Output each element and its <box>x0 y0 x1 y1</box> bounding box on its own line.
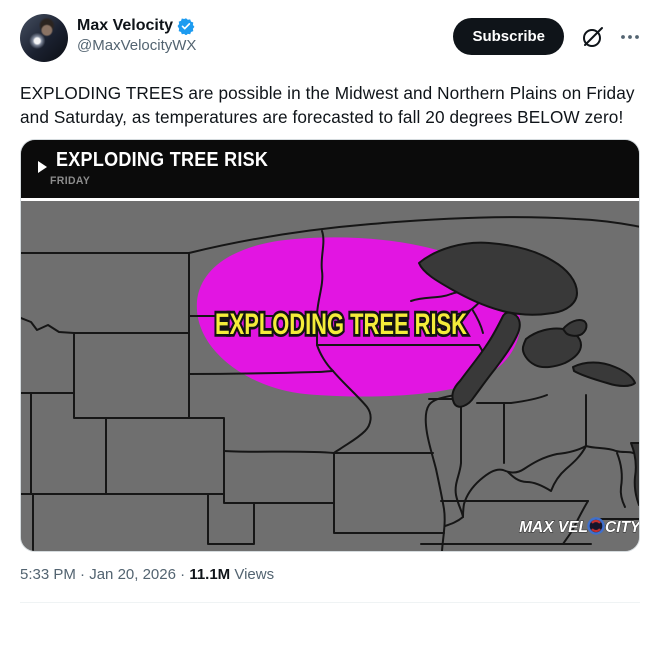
user-handle[interactable]: @MaxVelocityWX <box>77 37 197 54</box>
map-title-bar: EXPLODING TREE RISK FRIDAY <box>21 140 639 198</box>
map-subtitle: FRIDAY <box>50 175 91 187</box>
views-separator: · <box>180 566 186 583</box>
watermark: MAX VEL CITY <box>519 517 640 536</box>
georgian-bay <box>562 319 588 337</box>
bottom-divider <box>20 602 640 603</box>
play-triangle-icon <box>38 161 47 173</box>
tweet-post: Max Velocity @MaxVelocityWX Subscribe <box>20 14 640 603</box>
lake-erie <box>572 361 636 387</box>
author-block: Max Velocity @MaxVelocityWX <box>77 14 196 54</box>
watermark-logo-icon <box>587 517 605 535</box>
watermark-text-right: CITY <box>605 519 640 536</box>
timestamp[interactable]: 5:33 PM · Jan 20, 2026 <box>20 566 176 583</box>
lake-michigan <box>451 311 521 408</box>
grok-icon[interactable] <box>580 25 604 49</box>
display-name[interactable]: Max Velocity <box>77 17 174 34</box>
header-actions: Subscribe <box>453 14 640 55</box>
more-icon[interactable] <box>620 27 640 47</box>
subscribe-button[interactable]: Subscribe <box>453 18 564 55</box>
bar-divider <box>21 198 639 201</box>
media-card[interactable]: EXPLODING TREE RISK FRIDAY <box>20 139 640 552</box>
views-count: 11.1M <box>189 566 231 583</box>
watermark-text-left: MAX VEL <box>519 519 588 536</box>
map-svg: EXPLODING TREE RISK MAX VEL CITY <box>21 201 640 551</box>
lakes-and-canada <box>418 241 639 506</box>
weather-map: EXPLODING TREE RISK MAX VEL CITY <box>21 201 639 551</box>
verified-badge-icon <box>177 18 195 35</box>
tweet-header: Max Velocity @MaxVelocityWX Subscribe <box>20 14 640 62</box>
map-title: EXPLODING TREE RISK <box>56 149 269 171</box>
avatar[interactable] <box>20 14 68 62</box>
lake-superior <box>418 241 578 316</box>
map-risk-label: EXPLODING TREE RISK <box>215 308 467 341</box>
chesapeake-bay <box>630 442 639 506</box>
tweet-footer: 5:33 PM · Jan 20, 2026 · 11.1M Views <box>20 565 640 585</box>
views-label: Views <box>234 566 275 583</box>
tweet-text: EXPLODING TREES are possible in the Midw… <box>20 83 635 127</box>
